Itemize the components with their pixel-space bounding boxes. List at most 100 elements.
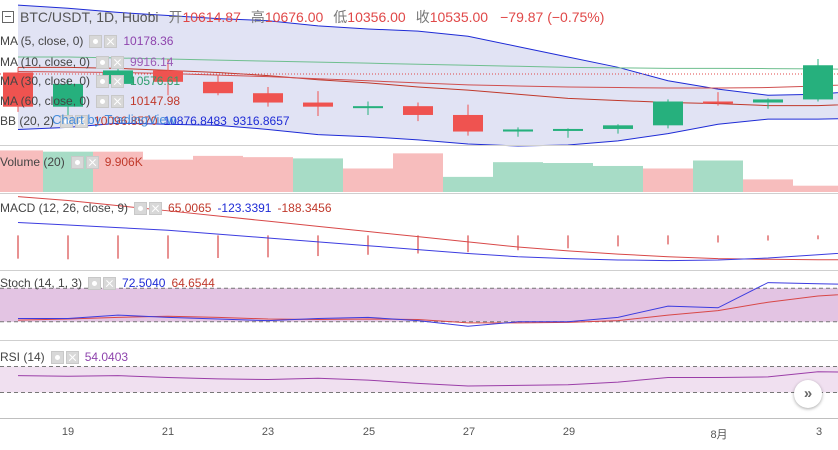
time-axis-tick-label: 25 [362, 426, 376, 438]
volume-bar [343, 168, 393, 192]
stoch-k-value: 72.5040 [122, 276, 166, 290]
ma10-value: 9916.14 [130, 55, 174, 69]
candle-body [3, 72, 33, 107]
close-icon[interactable] [65, 350, 79, 364]
legend-ma5[interactable]: MA (5, close, 0) 10178.36 [0, 34, 173, 48]
symbol-header: BTC/USDT, 1D, Huobi 开 10614.87 高 10676.0… [0, 9, 604, 25]
candle-body [753, 99, 783, 103]
macd-line [17, 221, 838, 262]
close-icon[interactable] [111, 94, 125, 108]
price-pane [0, 4, 838, 147]
macd-label: MACD (12, 26, close, 9) [0, 201, 129, 215]
pane-separator[interactable] [0, 193, 838, 194]
bb-upper-value: 10876.8483 [163, 114, 227, 128]
ma5-label: MA (5, close, 0) [0, 34, 84, 48]
close-value: 10535.00 [429, 9, 489, 25]
volume-label: Volume (20) [0, 155, 65, 169]
double-chevron-right-icon: » [803, 385, 813, 402]
ma5-value: 10178.36 [123, 34, 174, 48]
close-icon[interactable] [104, 34, 118, 48]
rsi-band [0, 366, 838, 393]
time-axis-tick-label: 19 [61, 426, 75, 438]
ma60-label: MA (60, close, 0) [0, 94, 91, 108]
watermark-text: Chart by TradingView [52, 112, 177, 127]
stoch-pane [0, 282, 838, 327]
time-axis-tick-label: 8月 [710, 429, 728, 441]
close-icon[interactable] [103, 276, 117, 290]
close-icon[interactable] [75, 114, 89, 128]
ma30-label: MA (30, close, 0) [0, 74, 91, 88]
candle-body [403, 106, 433, 115]
close-icon[interactable] [85, 155, 99, 169]
volume-bar [593, 165, 643, 192]
time-axis-tick-label: 23 [261, 426, 275, 438]
legend-ma30[interactable]: MA (30, close, 0) 10576.61 [0, 74, 180, 88]
pane-separator[interactable] [0, 340, 838, 341]
scroll-to-realtime-button[interactable]: » [794, 380, 822, 408]
volume-bar [693, 160, 743, 192]
gear-icon[interactable] [96, 74, 110, 88]
volume-bar [243, 157, 293, 192]
volume-bar [43, 151, 93, 192]
stoch-d-value: 64.6544 [171, 276, 215, 290]
candle-body [153, 70, 183, 82]
volume-bar [543, 163, 593, 192]
open-label: 开 [168, 9, 183, 25]
bb-basis-value: 10096.8570 [94, 114, 158, 128]
bollinger-upper-line [17, 4, 838, 96]
gear-icon[interactable] [96, 55, 110, 69]
gear-icon[interactable] [88, 276, 102, 290]
symbol-label: BTC/USDT, 1D, Huobi [20, 9, 159, 25]
volume-bar [743, 179, 793, 192]
candle-body [653, 101, 683, 126]
macd-pane [17, 196, 838, 262]
candle-body [553, 128, 583, 131]
low-value: 10356.00 [347, 9, 406, 25]
ma60-value: 10147.98 [130, 94, 181, 108]
bollinger-lower-line [17, 118, 838, 147]
legend-stoch[interactable]: Stoch (14, 1, 3) 72.5040 64.6544 [0, 276, 215, 290]
volume-bar [0, 150, 43, 192]
candle-body [503, 129, 533, 132]
macd-line-value: -123.3391 [217, 201, 272, 215]
volume-bar [293, 158, 343, 192]
gear-icon[interactable] [89, 34, 103, 48]
gear-icon[interactable] [70, 155, 84, 169]
time-axis-tick-label: 21 [161, 426, 175, 438]
low-label: 低 [333, 9, 348, 25]
gear-icon[interactable] [50, 350, 64, 364]
ma10-label: MA (10, close, 0) [0, 55, 91, 69]
candle-body [53, 83, 83, 107]
time-axis[interactable]: 19 21 23 25 27 29 8月 3 [0, 418, 838, 450]
pane-separator[interactable] [0, 270, 838, 271]
macd-hist-value: 65.0065 [168, 201, 212, 215]
bollinger-band-fill [18, 5, 838, 147]
close-icon[interactable] [111, 74, 125, 88]
volume-bar [643, 168, 693, 192]
legend-ma60[interactable]: MA (60, close, 0) 10147.98 [0, 94, 180, 108]
gear-icon[interactable] [60, 114, 74, 128]
close-icon[interactable] [111, 55, 125, 69]
volume-bar [443, 176, 493, 192]
pane-separator[interactable] [0, 145, 838, 146]
stoch-label: Stoch (14, 1, 3) [0, 276, 83, 290]
legend-rsi[interactable]: RSI (14) 54.0403 [0, 350, 128, 364]
high-value: 10676.00 [264, 9, 324, 25]
stoch-d-line [17, 294, 838, 324]
bollinger-basis-line [18, 66, 838, 107]
candle-body [603, 125, 633, 129]
legend-macd[interactable]: MACD (12, 26, close, 9) 65.0065 -123.339… [0, 201, 332, 215]
volume-bar [93, 151, 143, 192]
legend-ma10[interactable]: MA (10, close, 0) 9916.14 [0, 55, 173, 69]
close-label: 收 [415, 9, 430, 25]
legend-bb[interactable]: BB (20, 2) 10096.8570 10876.8483 9316.86… [0, 114, 290, 128]
gear-icon[interactable] [134, 201, 148, 215]
close-icon[interactable] [149, 201, 163, 215]
legend-volume[interactable]: Volume (20) 9.906K [0, 155, 143, 169]
collapse-icon[interactable] [2, 11, 14, 23]
candle-body [453, 114, 483, 132]
gear-icon[interactable] [96, 94, 110, 108]
candle-body [353, 106, 383, 109]
